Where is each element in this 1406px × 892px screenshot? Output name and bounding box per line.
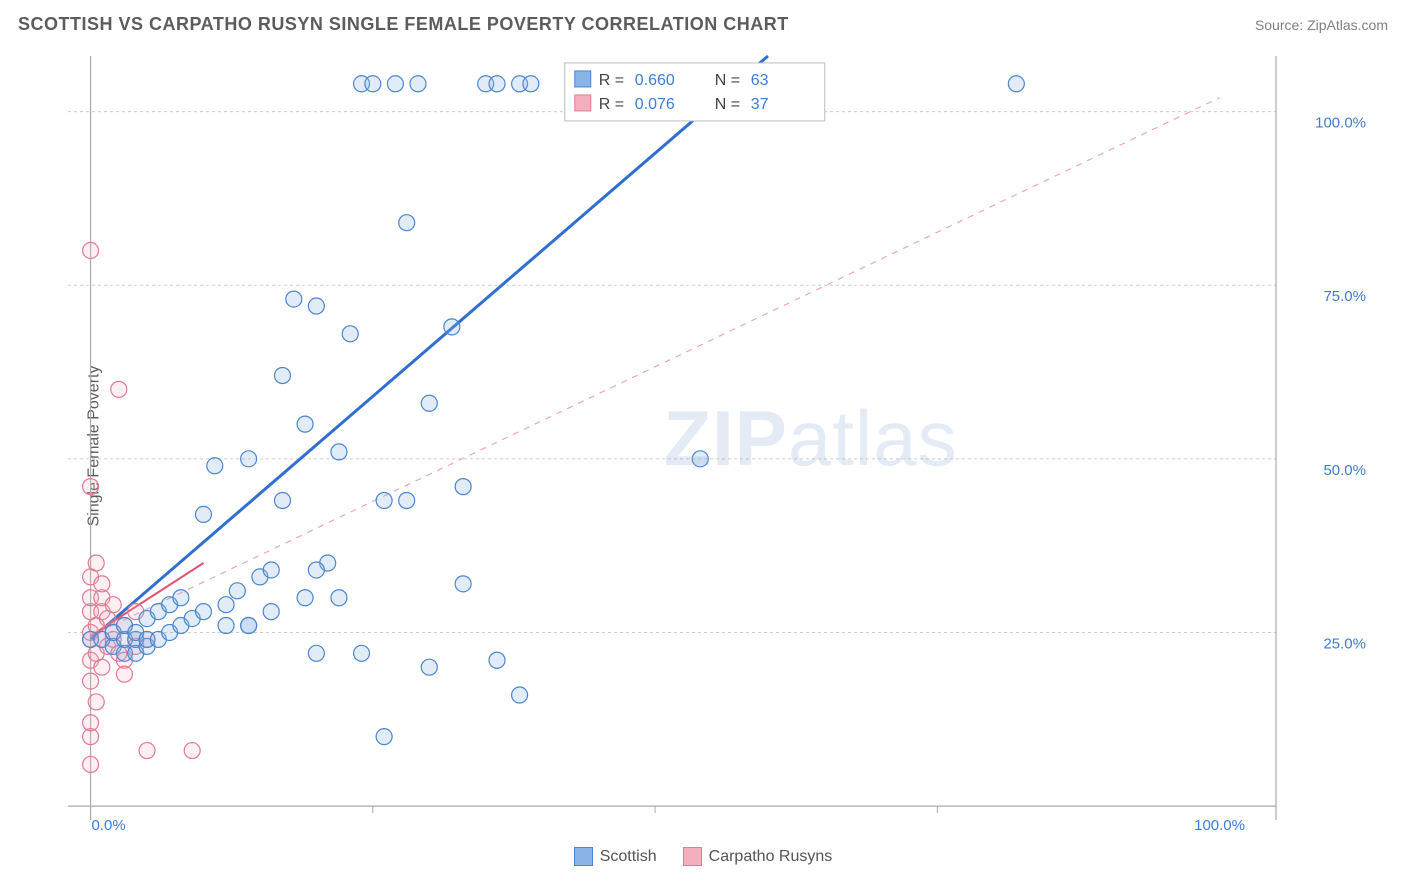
- svg-text:N =: N =: [715, 96, 740, 113]
- svg-text:100.0%: 100.0%: [1315, 115, 1366, 132]
- svg-text:R =: R =: [599, 72, 624, 89]
- svg-text:37: 37: [751, 96, 769, 113]
- svg-text:50.0%: 50.0%: [1323, 462, 1366, 479]
- svg-text:63: 63: [751, 72, 769, 89]
- svg-text:0.660: 0.660: [635, 72, 675, 89]
- legend-swatch-scottish: [574, 847, 593, 866]
- legend-label-carpatho: Carpatho Rusyns: [709, 848, 833, 866]
- legend-item-carpatho: Carpatho Rusyns: [683, 847, 833, 866]
- legend-item-scottish: Scottish: [574, 847, 657, 866]
- legend-swatch-carpatho: [683, 847, 702, 866]
- svg-text:R =: R =: [599, 96, 624, 113]
- legend: Scottish Carpatho Rusyns: [0, 847, 1406, 866]
- svg-text:75.0%: 75.0%: [1323, 288, 1366, 305]
- svg-text:0.0%: 0.0%: [91, 817, 125, 832]
- svg-text:N =: N =: [715, 72, 740, 89]
- legend-label-scottish: Scottish: [600, 848, 657, 866]
- scatter-svg: 25.0% 50.0% 75.0% 100.0% 0.0% 100.0% R = 0.660 N…: [60, 48, 1372, 832]
- source-label: Source: ZipAtlas.com: [1255, 17, 1388, 33]
- svg-text:25.0%: 25.0%: [1323, 635, 1366, 652]
- chart-plot-area: 25.0% 50.0% 75.0% 100.0% 0.0% 100.0% R = 0.660 N…: [60, 48, 1372, 832]
- chart-title: SCOTTISH VS CARPATHO RUSYN SINGLE FEMALE…: [18, 14, 789, 35]
- svg-text:0.076: 0.076: [635, 96, 675, 113]
- svg-text:100.0%: 100.0%: [1194, 817, 1245, 832]
